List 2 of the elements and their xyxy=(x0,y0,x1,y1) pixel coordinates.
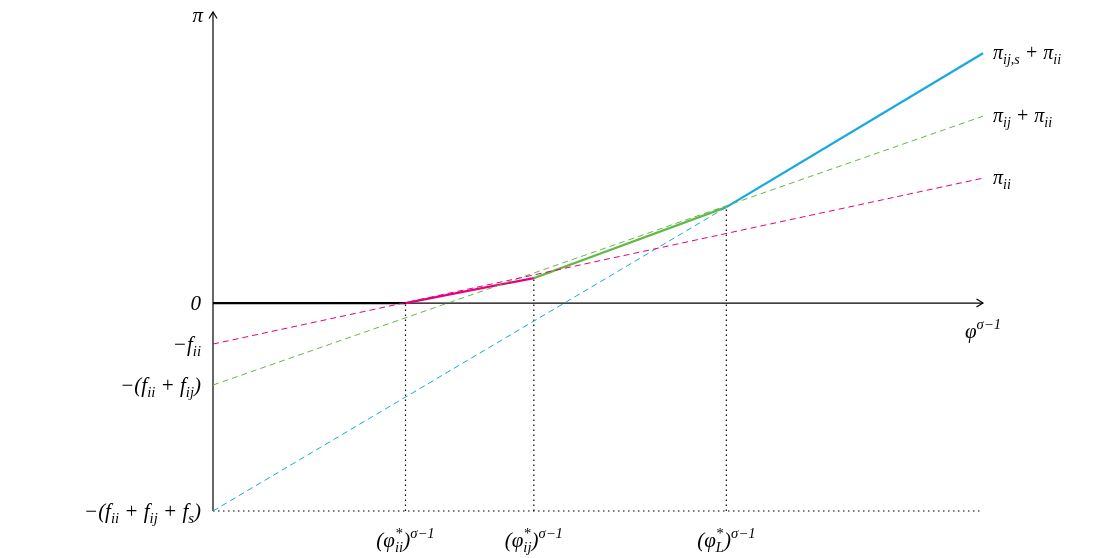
text: 0 xyxy=(190,291,202,316)
y-axis-title: π xyxy=(192,3,204,27)
